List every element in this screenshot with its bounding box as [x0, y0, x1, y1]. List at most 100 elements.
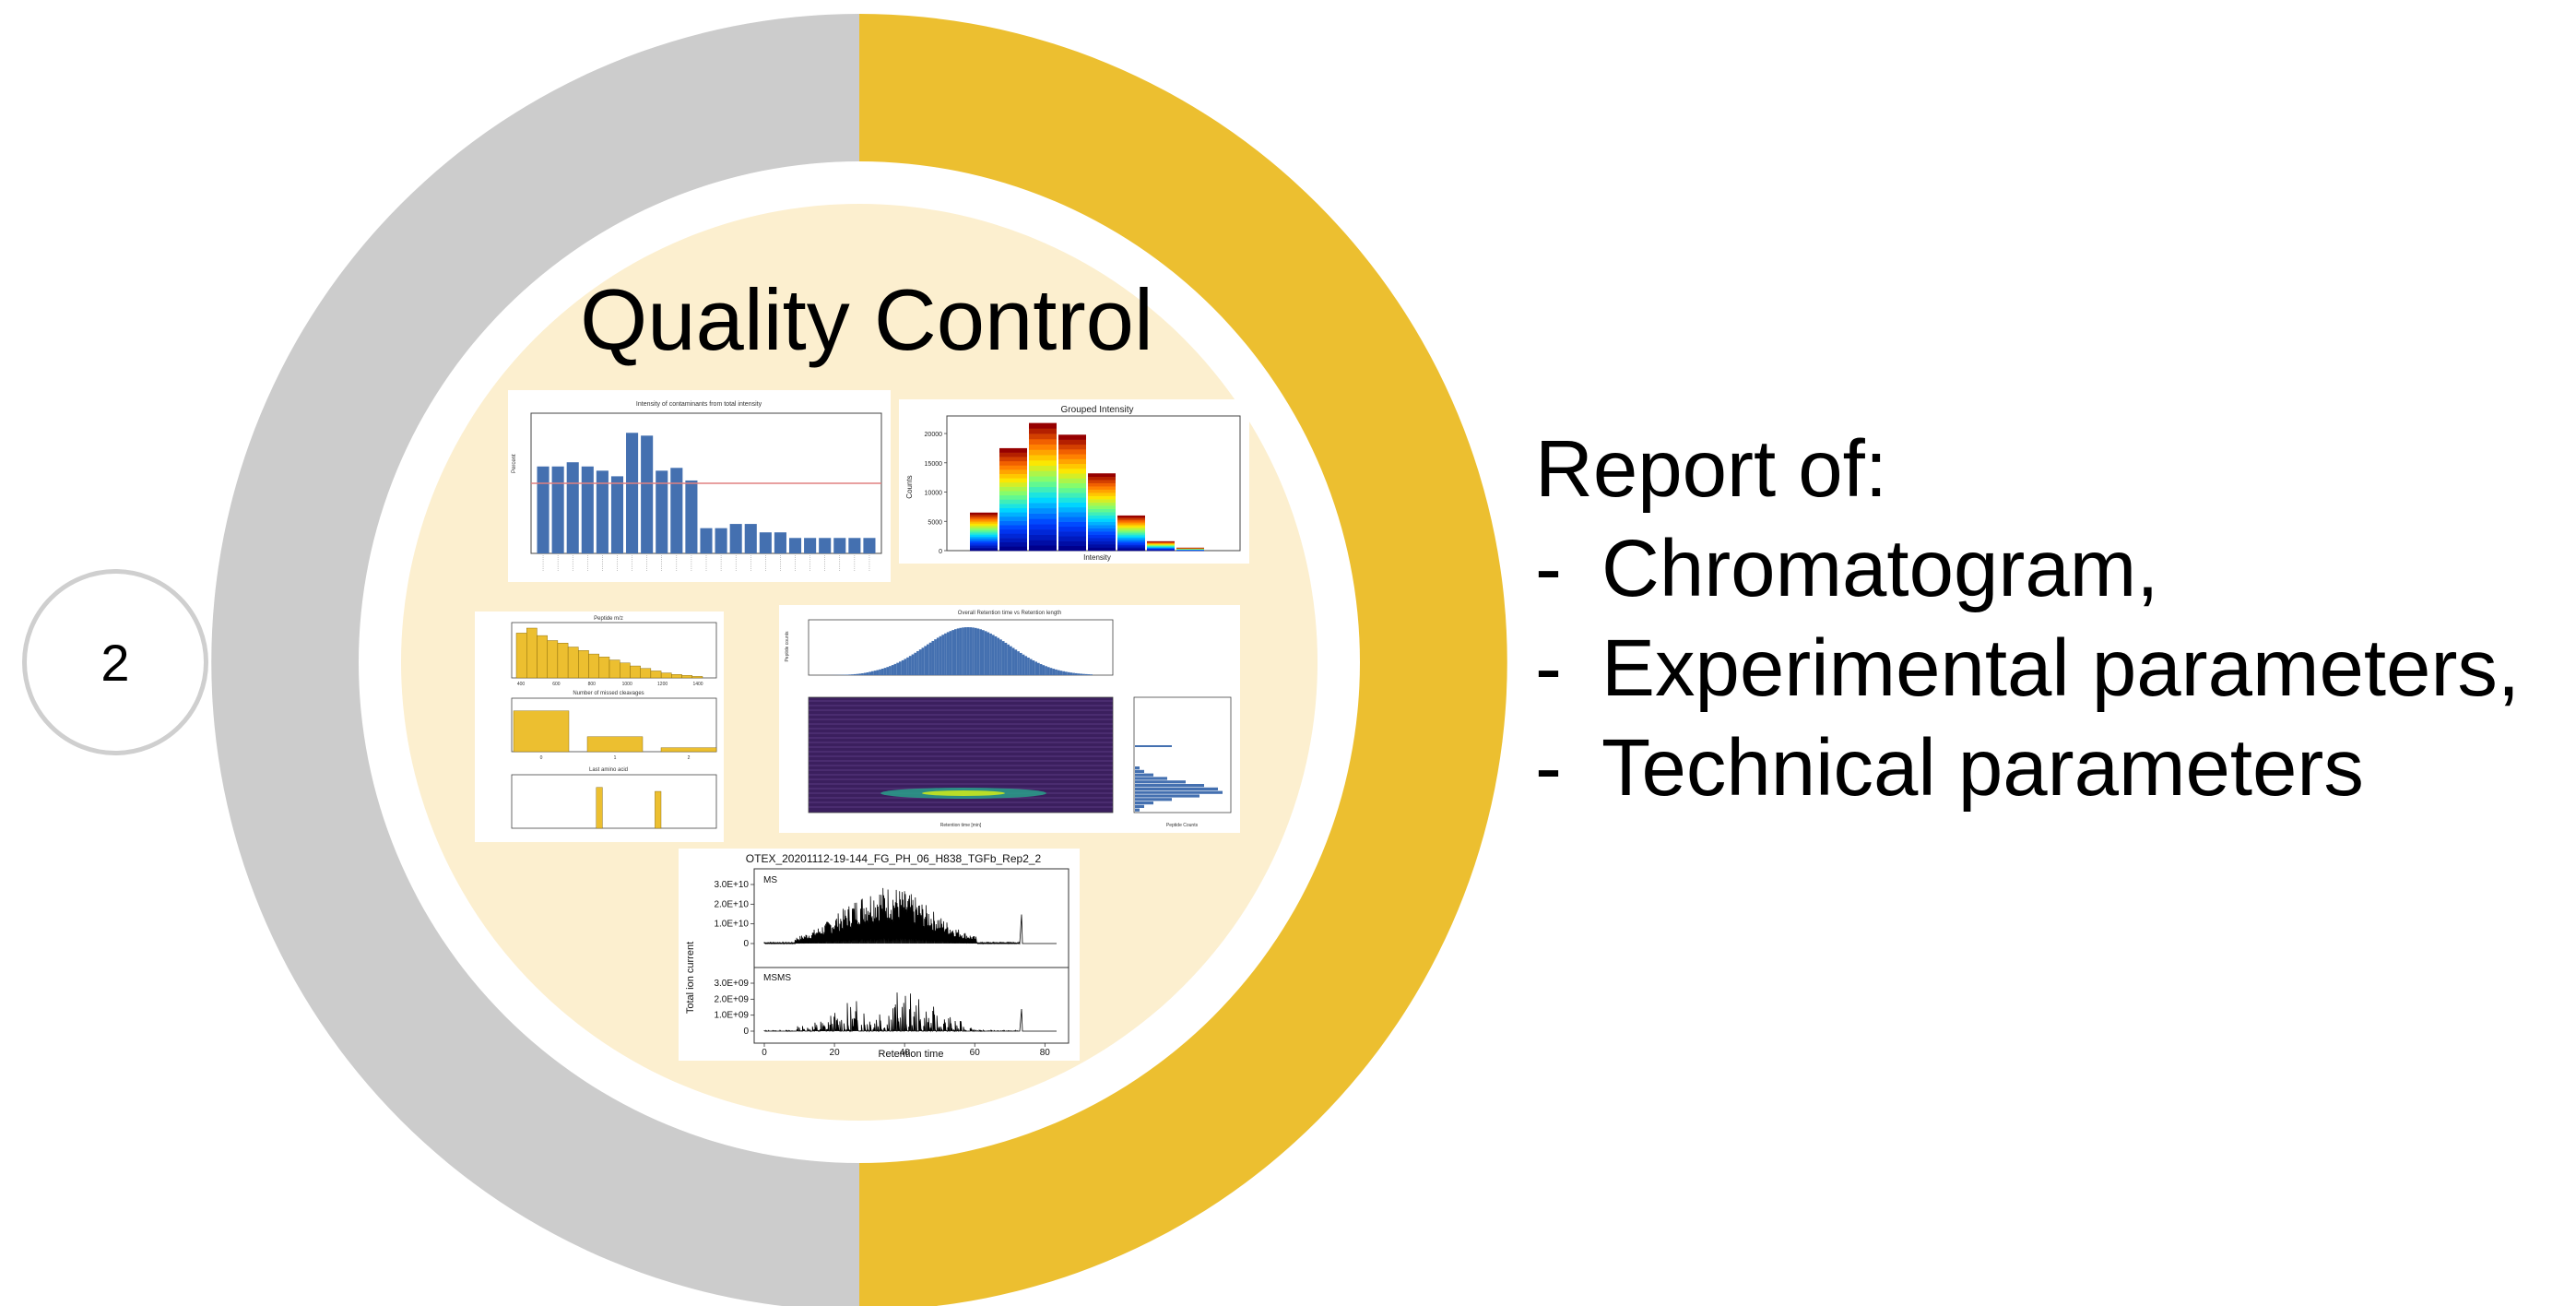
retention-top-bar [936, 637, 939, 675]
chromatogram-xtick-label: 80 [1040, 1048, 1051, 1058]
retention-title: Overall Retention time vs Retention leng… [958, 611, 1061, 616]
grouped-bar-segment [1088, 534, 1116, 539]
chromatogram-xtick-label: 20 [830, 1048, 841, 1058]
contaminants-title: Intensity of contaminants from total int… [636, 401, 762, 408]
grouped-bar-segment [1058, 463, 1086, 469]
grouped-bar-segment [999, 486, 1027, 492]
grouped-bar-segment [970, 536, 998, 539]
grouped-bar-segment [1058, 521, 1086, 528]
grouped-bar-segment [999, 481, 1027, 487]
grouped-bar-segment [970, 523, 998, 526]
report-dash: - [1535, 524, 1562, 613]
grouped-bar-segment [1029, 470, 1057, 477]
grouped-bar-segment [1088, 499, 1116, 503]
grouped-bar-segment [1058, 545, 1086, 552]
chromatogram-ytick-label: 1.0E+10 [714, 920, 749, 930]
retention-top-bar [1080, 673, 1083, 675]
grouped-bar-segment [1147, 541, 1175, 543]
retention-top-bar [889, 666, 892, 675]
grouped-bar-segment [1147, 549, 1175, 551]
grouped-bar-segment [999, 494, 1027, 500]
chromatogram-ytick-label: 2.0E+10 [714, 899, 749, 909]
grouped-bar-segment [970, 549, 998, 552]
retention-top-bar [999, 639, 1002, 675]
grouped-bar-segment [1147, 550, 1175, 552]
grouped-bar-segment [1088, 480, 1116, 483]
chromatogram-ytick-label: 0 [743, 939, 749, 949]
retention-top-bar [891, 665, 894, 675]
grouped-bar-segment [1117, 539, 1145, 541]
peptide-size-bar [537, 635, 548, 679]
grouped-bar-segment [999, 504, 1027, 509]
contaminant-bar [863, 538, 876, 553]
chromatogram-xtick-label: 60 [970, 1048, 981, 1058]
grouped-yticks: 0 5000 10000 15000 20000 [925, 432, 947, 555]
retention-top-bar [1084, 673, 1088, 675]
grouped-bar-segment [1117, 521, 1145, 524]
retention-side-bar [1135, 773, 1153, 777]
grouped-bar-segment [999, 465, 1027, 470]
retention-top-bar [916, 650, 919, 675]
grouped-bar-segment [1088, 531, 1116, 535]
chromatogram-ytick-label: 3.0E+09 [714, 979, 749, 989]
grouped-bar-segment [1029, 540, 1057, 546]
grouped-bar-segment [1029, 524, 1057, 530]
contaminant-bar [774, 532, 786, 553]
peptide-size-xtick: 1400 [692, 682, 703, 687]
msms-label: MSMS [763, 973, 791, 983]
contaminant-bar [848, 538, 861, 553]
grouped-bar-segment [1058, 506, 1086, 513]
grouped-bar-segment [999, 469, 1027, 474]
grouped-bar-segment [999, 528, 1027, 534]
missed-cleavage-xtick: 0 [540, 755, 543, 761]
grouped-bar-segment [1147, 546, 1175, 548]
retention-top-bar [951, 630, 954, 675]
contaminant-bar [656, 470, 668, 553]
chromatogram-ytick-label: 0 [743, 1027, 749, 1037]
grouped-bar-segment [1088, 489, 1116, 493]
grouped-bar-segment [1088, 482, 1116, 487]
grouped-bar-segment [1147, 543, 1175, 545]
grouped-bar-segment [1147, 547, 1175, 548]
grouped-bar-segment [1029, 497, 1057, 504]
grouped-bar-segment [1088, 528, 1116, 532]
grouped-bar-segment [1029, 513, 1057, 519]
grouped-bar-segment [1029, 534, 1057, 540]
peptide-size-bar [567, 647, 579, 679]
retention-side-bar [1135, 790, 1223, 794]
peptide-size-xtick: 600 [552, 682, 561, 687]
grouped-bar-segment [1058, 531, 1086, 537]
retention-top-bar [1069, 672, 1073, 675]
peptide-size-bar [515, 633, 527, 679]
grouped-bar-segment [1117, 546, 1145, 549]
grouped-bar-segment [1029, 455, 1057, 461]
retention-heatmap-rows [809, 700, 1113, 808]
retention-top-bar [959, 627, 963, 675]
report-item-label: Chromatogram, [1601, 524, 2159, 613]
grouped-bar-segment [999, 457, 1027, 462]
retention-top-bar [974, 627, 977, 675]
retention-top-bar [979, 629, 982, 675]
grouped-ytick-label: 15000 [925, 461, 943, 468]
contaminant-bar [700, 528, 713, 553]
grouped-bar-segment [1029, 449, 1057, 456]
step-number-badge: 2 [22, 569, 208, 755]
retention-top-bar [1065, 671, 1068, 675]
grouped-bar-segment [970, 522, 998, 525]
retention-top-bar [1049, 668, 1053, 675]
retention-top-bar [1032, 660, 1035, 675]
msms-yticks: 0 1.0E+09 2.0E+09 3.0E+09 [714, 979, 754, 1037]
retention-top-bar [966, 627, 970, 675]
missed-cleavages-bars [513, 710, 717, 753]
msms-trace [763, 992, 1057, 1033]
last-amino-axes [511, 774, 717, 829]
retention-top-bar [1072, 672, 1075, 675]
peptide-size-title: Peptide m/z [594, 616, 623, 622]
grouped-bar-segment [1088, 476, 1116, 481]
grouped-bar-segment [1117, 524, 1145, 527]
retention-top-bar [914, 652, 917, 675]
grouped-bar-segment [1058, 444, 1086, 450]
grouped-bar-segment [1058, 487, 1086, 493]
retention-side-bar [1135, 804, 1144, 808]
